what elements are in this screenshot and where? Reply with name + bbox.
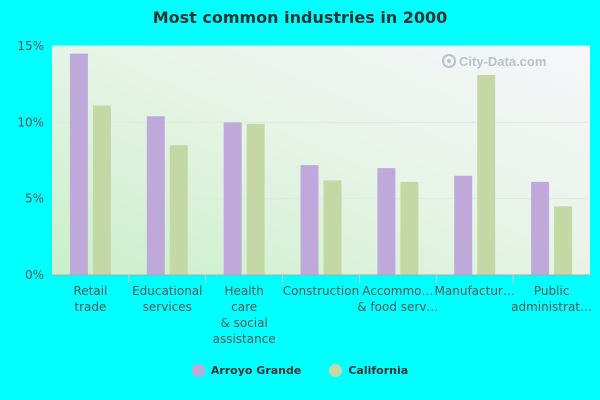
x-category-label-line: Health — [224, 284, 263, 298]
x-category-label-line: Educational — [132, 284, 202, 298]
legend-item[interactable]: California — [329, 364, 408, 377]
y-tick-label: 15% — [17, 39, 44, 53]
bar-california[interactable] — [477, 75, 496, 275]
y-tick-label: 10% — [17, 115, 44, 129]
legend-label: California — [348, 364, 409, 377]
bar-california[interactable] — [554, 206, 573, 275]
bar-california[interactable] — [92, 105, 111, 275]
legend-item[interactable]: Arroyo Grande — [191, 364, 302, 377]
x-category-label-line: trade — [74, 300, 106, 314]
x-category-label: Educational services — [132, 284, 202, 314]
x-category-label-line: services — [143, 300, 192, 314]
bar-arroyo-grande[interactable] — [300, 165, 319, 275]
x-category-label-line: Retail — [73, 284, 107, 298]
x-category-label-line: & food serv… — [357, 300, 438, 314]
bar-california[interactable] — [400, 181, 419, 275]
bar-california[interactable] — [323, 180, 342, 275]
bar-arroyo-grande[interactable] — [377, 168, 396, 275]
x-category-label-line: assistance — [213, 332, 276, 346]
x-category-label-line: Manufactur… — [435, 284, 515, 298]
bar-california[interactable] — [169, 145, 188, 275]
x-category-label-line: care — [231, 300, 257, 314]
bar-arroyo-grande[interactable] — [531, 181, 550, 275]
bar-arroyo-grande[interactable] — [146, 116, 165, 275]
x-category-label-line: Construction — [283, 284, 359, 298]
x-category-label: Manufactur… — [435, 284, 515, 298]
watermark: City-Data.com — [442, 54, 546, 69]
x-category-label: Construction — [283, 284, 359, 298]
x-category-label-line: & social — [220, 316, 267, 330]
chart-title: Most common industries in 2000 — [152, 8, 448, 27]
legend-swatch — [191, 364, 205, 377]
bar-california[interactable] — [246, 123, 265, 275]
x-category-label-line: Accommo… — [362, 284, 433, 298]
y-tick-label: 0% — [25, 268, 44, 282]
bar-arroyo-grande[interactable] — [69, 53, 88, 276]
legend-swatch — [329, 364, 343, 377]
x-category-label-line: administrat… — [511, 300, 592, 314]
x-category-label: Public administrat… — [511, 284, 592, 314]
y-tick-label: 5% — [25, 192, 44, 206]
x-category-label: Retail trade — [73, 284, 107, 314]
bar-arroyo-grande[interactable] — [223, 122, 242, 275]
plot-area — [52, 46, 590, 275]
bar-arroyo-grande[interactable] — [454, 175, 473, 275]
x-category-label-line: Public — [534, 284, 570, 298]
watermark-text: City-Data.com — [459, 54, 546, 69]
x-category-label: Accommo… & food serv… — [357, 284, 438, 314]
legend-label: Arroyo Grande — [210, 364, 302, 377]
x-category-label: Health care & social assistance — [213, 284, 276, 346]
legend: Arroyo Grande California — [0, 364, 600, 377]
